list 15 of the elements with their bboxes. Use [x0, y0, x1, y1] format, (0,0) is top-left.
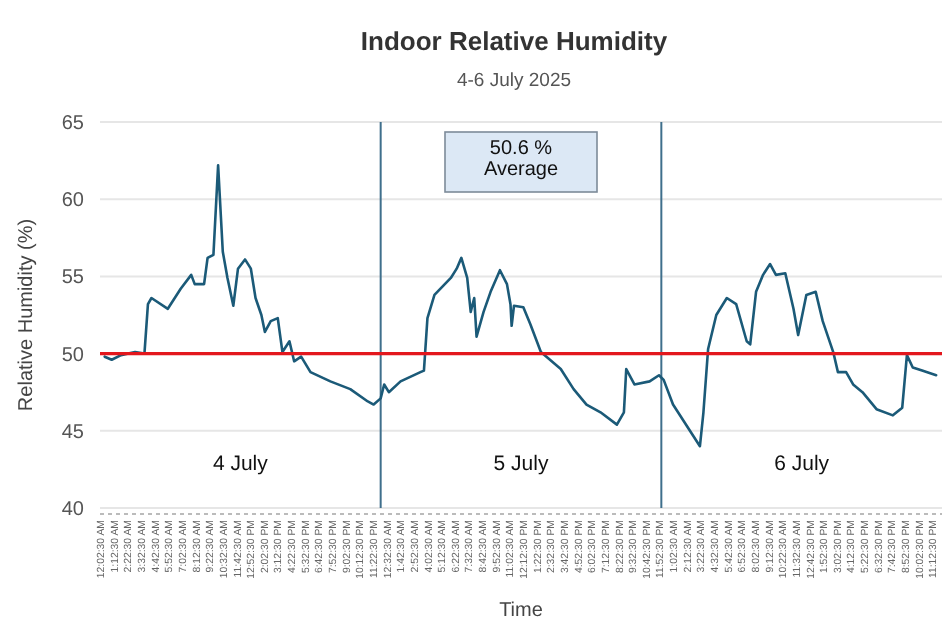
line-series	[103, 163, 938, 448]
x-axis-title: Time	[499, 600, 544, 622]
y-tick-label: 55	[61, 267, 85, 290]
annotation: 5 July	[493, 452, 550, 476]
annotation: 6 July	[774, 452, 831, 476]
y-tick-label: 65	[61, 113, 85, 135]
annotation: 50.6 % Average	[483, 138, 559, 181]
chart-subtitle: 4-6 July 2025	[456, 70, 572, 92]
annotation: 4 July	[212, 452, 270, 476]
y-axis-title: Relative Humidity (%)	[16, 218, 38, 412]
y-tick-label: 40	[61, 499, 85, 521]
y-tick-label: 50	[61, 344, 85, 367]
y-tick-label: 60	[61, 190, 85, 213]
chart-title: Indoor Relative Humidity	[360, 26, 669, 56]
y-tick-label: 45	[61, 421, 85, 444]
